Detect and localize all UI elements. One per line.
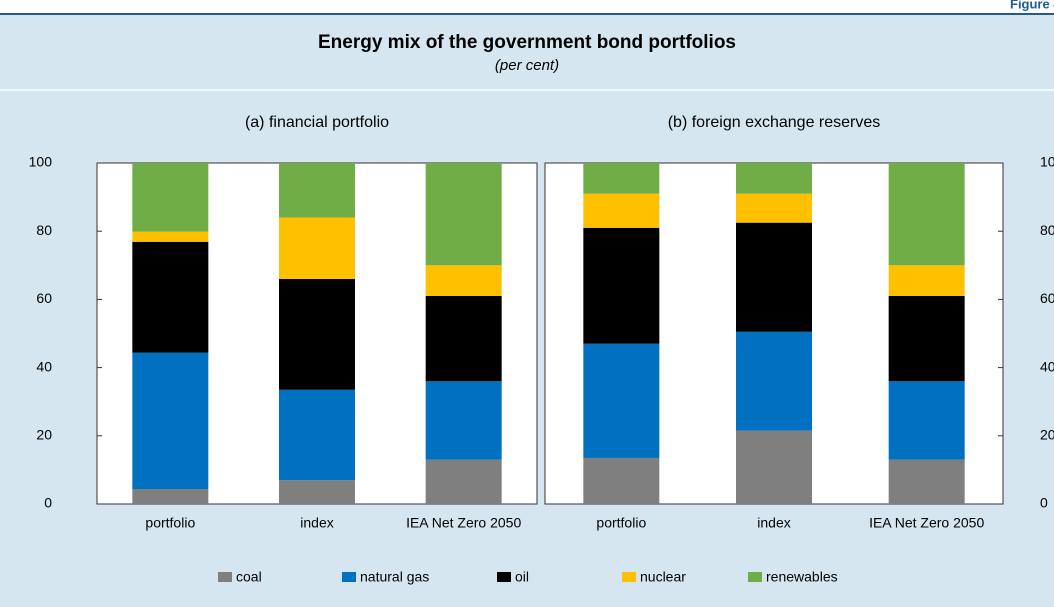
- bar-segment: [888, 163, 965, 266]
- x-tick-label: portfolio: [596, 515, 646, 531]
- x-tick-label: IEA Net Zero 2050: [869, 515, 984, 531]
- bar-segment: [888, 459, 965, 504]
- x-tick-label: portfolio: [145, 515, 195, 531]
- y-tick-label: 40: [36, 358, 52, 374]
- bar-segment: [736, 430, 812, 504]
- panel-title: (b) foreign exchange reserves: [668, 114, 881, 131]
- legend-label: renewables: [766, 569, 838, 585]
- bar-segment: [425, 163, 502, 266]
- y-tick-label: 0: [44, 495, 52, 511]
- bar-segment: [132, 163, 209, 232]
- bar-segment: [132, 488, 209, 504]
- legend-swatch: [218, 572, 232, 582]
- bar-segment: [279, 278, 355, 390]
- legend-label: nuclear: [640, 569, 686, 585]
- bar-segment: [888, 381, 965, 460]
- figure-label: Figure 4.: [1010, 0, 1054, 11]
- y-tick-label: 100: [1040, 154, 1054, 170]
- legend-swatch: [748, 572, 762, 582]
- legend-label: natural gas: [360, 569, 429, 585]
- y-tick-label: 20: [36, 427, 52, 443]
- y-tick-label: 100: [29, 154, 53, 170]
- y-tick-label: 20: [1040, 427, 1054, 443]
- bar-segment: [888, 265, 965, 296]
- legend-swatch: [497, 572, 511, 582]
- y-tick-label: 40: [1040, 358, 1054, 374]
- bar-segment: [425, 265, 502, 296]
- legend-label: oil: [515, 569, 529, 585]
- bar-segment: [583, 343, 660, 458]
- bar-segment: [132, 352, 209, 489]
- bar-segment: [736, 193, 812, 223]
- y-tick-label: 60: [1040, 290, 1054, 306]
- bar-segment: [279, 389, 355, 481]
- bar-segment: [425, 381, 502, 460]
- panel-title: (a) financial portfolio: [245, 114, 389, 131]
- bar-segment: [425, 295, 502, 382]
- bar-segment: [736, 331, 812, 431]
- legend-label: coal: [236, 569, 262, 585]
- bar-segment: [132, 231, 209, 242]
- bar-segment: [132, 241, 209, 353]
- y-tick-label: 0: [1040, 495, 1048, 511]
- bar-segment: [583, 163, 660, 194]
- x-tick-label: index: [757, 515, 790, 531]
- bar-segment: [736, 163, 812, 194]
- bar-segment: [279, 480, 355, 504]
- bar-segment: [583, 457, 660, 504]
- chart-subtitle: (per cent): [495, 57, 559, 74]
- legend-swatch: [622, 572, 636, 582]
- bar-segment: [736, 222, 812, 332]
- bar-segment: [279, 163, 355, 218]
- y-tick-label: 80: [36, 222, 52, 238]
- y-tick-label: 80: [1040, 222, 1054, 238]
- x-tick-label: index: [300, 515, 333, 531]
- bar-segment: [583, 193, 660, 228]
- legend-swatch: [342, 572, 356, 582]
- y-tick-label: 60: [36, 290, 52, 306]
- bar-segment: [583, 227, 660, 344]
- x-tick-label: IEA Net Zero 2050: [406, 515, 521, 531]
- chart-title: Energy mix of the government bond portfo…: [318, 32, 736, 53]
- bar-segment: [279, 217, 355, 279]
- bar-segment: [425, 459, 502, 504]
- bar-segment: [888, 295, 965, 382]
